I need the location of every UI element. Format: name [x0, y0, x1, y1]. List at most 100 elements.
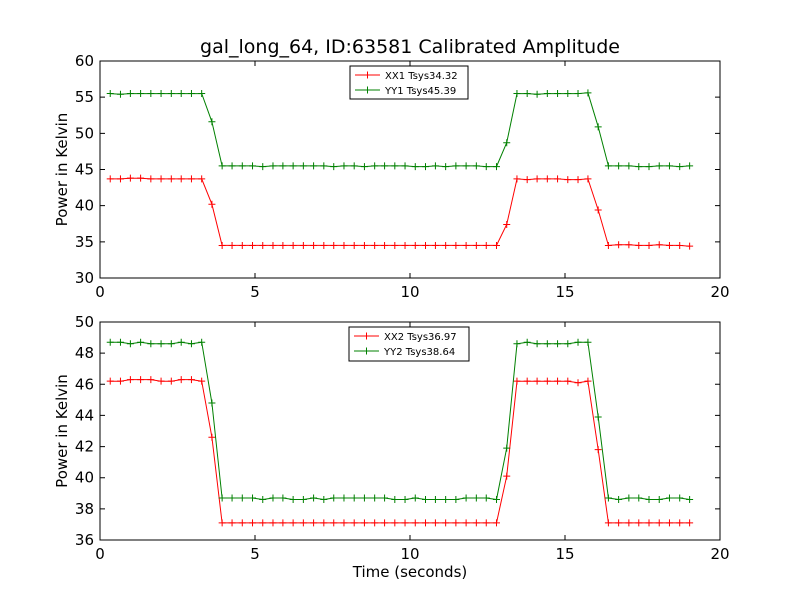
- chart-1-series-1-line: [110, 341, 690, 501]
- chart-0-series-1-point-54: [655, 162, 663, 170]
- chart-1-series-0-point-6: [167, 377, 175, 385]
- chart-1-series-1-point-36: [472, 494, 480, 502]
- chart-0-series-1-point-11: [218, 162, 226, 170]
- chart-0-series-1-point-33: [442, 163, 450, 171]
- chart-0-x-tick-label-3: 15: [555, 283, 574, 301]
- chart-0-series-0-point-45: [564, 176, 572, 184]
- chart-0-series-0-point-25: [360, 241, 368, 249]
- chart-1-y-tick-label-3: 42: [75, 438, 94, 456]
- chart-0-series-1-point-7: [177, 90, 185, 98]
- chart-1-y-tick-label-4: 44: [75, 406, 94, 424]
- chart-1-series-1-point-16: [269, 494, 277, 502]
- chart-0-series-1-point-20: [310, 162, 318, 170]
- chart-1-series-1-point-32: [431, 496, 439, 504]
- chart-1-series-0-point-26: [371, 519, 379, 527]
- chart-1-series-0-point-47: [584, 377, 592, 385]
- chart-1-series-0-point-35: [462, 519, 470, 527]
- chart-1-series-0-point-11: [218, 519, 226, 527]
- chart-0-series-0-point-46: [574, 176, 582, 184]
- chart-0-series-1-point-12: [228, 162, 236, 170]
- chart-0-y-tick-label-3: 45: [75, 161, 94, 179]
- chart-0-series-1-point-22: [330, 163, 338, 171]
- chart-1-x-tick-label-0: 0: [95, 545, 105, 563]
- chart-0-series-1-point-2: [126, 90, 134, 98]
- chart-1-series-0-point-51: [625, 519, 633, 527]
- chart-0-series-0-point-47: [584, 175, 592, 183]
- chart-0-series-1-point-37: [482, 163, 490, 171]
- chart-0-series-1-point-34: [452, 162, 460, 170]
- chart-1-series-1-point-34: [452, 496, 460, 504]
- chart-0-series-1-point-35: [462, 162, 470, 170]
- chart-0-series-0-point-13: [238, 241, 246, 249]
- chart-1-series-0-line: [110, 379, 690, 524]
- chart-0-series-0-point-41: [523, 176, 531, 184]
- chart-1-y-tick-label-1: 38: [75, 500, 94, 518]
- chart-1-series-0-point-16: [269, 519, 277, 527]
- chart-1-series-1-point-51: [625, 494, 633, 502]
- chart-1-series-1-point-27: [381, 494, 389, 502]
- chart-0-series-0-point-39: [503, 220, 511, 228]
- chart-0-series-1-point-55: [665, 162, 673, 170]
- chart-1-series-1-point-43: [543, 340, 551, 348]
- chart-0-series-0-point-27: [381, 241, 389, 249]
- chart-0-series-1-point-18: [289, 162, 297, 170]
- chart-1-series-1-point-54: [655, 496, 663, 504]
- chart-1-series-1-point-6: [167, 340, 175, 348]
- chart-1-x-axis-label: Time (seconds): [352, 563, 468, 581]
- chart-1-series-1-point-40: [513, 340, 521, 348]
- chart-1-series-0-point-46: [574, 379, 582, 387]
- chart-1-series-0-point-21: [320, 519, 328, 527]
- chart-1-series-0-point-27: [381, 519, 389, 527]
- chart-0-series-1-point-15: [259, 163, 267, 171]
- chart-0-series-0-point-4: [147, 175, 155, 183]
- chart-0-series-1-point-52: [635, 163, 643, 171]
- chart-0-y-tick-label-4: 50: [75, 124, 94, 142]
- chart-0-y-tick-label-0: 30: [75, 269, 94, 287]
- chart-1-series-0-point-9: [198, 377, 206, 385]
- chart-1-series-1-point-14: [249, 494, 257, 502]
- chart-0-series-0-point-19: [299, 241, 307, 249]
- chart-1-series-1-point-2: [126, 340, 134, 348]
- chart-0-series-0-point-52: [635, 241, 643, 249]
- chart-1-series-0-point-25: [360, 519, 368, 527]
- chart-0-series-1-point-17: [279, 162, 287, 170]
- chart-1-series-0-point-20: [310, 519, 318, 527]
- chart-1-series-1-point-4: [147, 340, 155, 348]
- chart-0-series-1-point-48: [594, 123, 602, 131]
- chart-0-series-0-point-49: [604, 241, 612, 249]
- chart-0-series-1-point-24: [350, 162, 358, 170]
- chart-0-series-0-point-42: [533, 175, 541, 183]
- chart-1-series-1-point-24: [350, 494, 358, 502]
- chart-1-legend-label-0: XX2 Tsys36.97: [384, 332, 457, 343]
- chart-1-series-1-point-44: [554, 340, 562, 348]
- chart-1-x-tick-label-3: 15: [555, 545, 574, 563]
- chart-1-series-1-point-15: [259, 496, 267, 504]
- chart-1-series-0-point-4: [147, 376, 155, 384]
- chart-1-series-0-point-5: [157, 377, 165, 385]
- chart-1-series-0-point-34: [452, 519, 460, 527]
- chart-1-series-1-point-3: [137, 338, 145, 346]
- chart-0-series-0-point-43: [543, 175, 551, 183]
- top-plot-panel: 0 5 10 15 20 30 35 40 45 50 55 60 Power in Kelvin XX1…: [53, 52, 730, 301]
- chart-0-series-1-point-13: [238, 162, 246, 170]
- chart-0-series-0-point-9: [198, 175, 206, 183]
- chart-0-x-tick-label-4: 20: [710, 283, 729, 301]
- chart-0-series-0-point-14: [249, 241, 257, 249]
- chart-1-series-0-point-22: [330, 519, 338, 527]
- chart-1-series-1-point-31: [422, 496, 429, 504]
- chart-1-series-0-point-15: [259, 519, 267, 527]
- chart-1-y-tick-label-2: 40: [75, 469, 94, 487]
- chart-0-series-1-point-36: [472, 162, 480, 170]
- chart-1-y-axis-label: Power in Kelvin: [53, 374, 71, 488]
- chart-0-series-1-point-51: [625, 162, 633, 170]
- chart-0-series-0-point-15: [259, 241, 267, 249]
- chart-0-series-0-point-12: [228, 241, 236, 249]
- chart-1-series-0-point-41: [523, 377, 531, 385]
- chart-1-series-1-point-30: [411, 494, 419, 502]
- chart-1-series-0-point-32: [431, 519, 439, 527]
- chart-0-series-0-point-29: [401, 241, 409, 249]
- chart-1-series-0-point-29: [401, 519, 409, 527]
- chart-1-series-0-point-24: [350, 519, 358, 527]
- chart-1-series-0-point-48: [594, 446, 602, 454]
